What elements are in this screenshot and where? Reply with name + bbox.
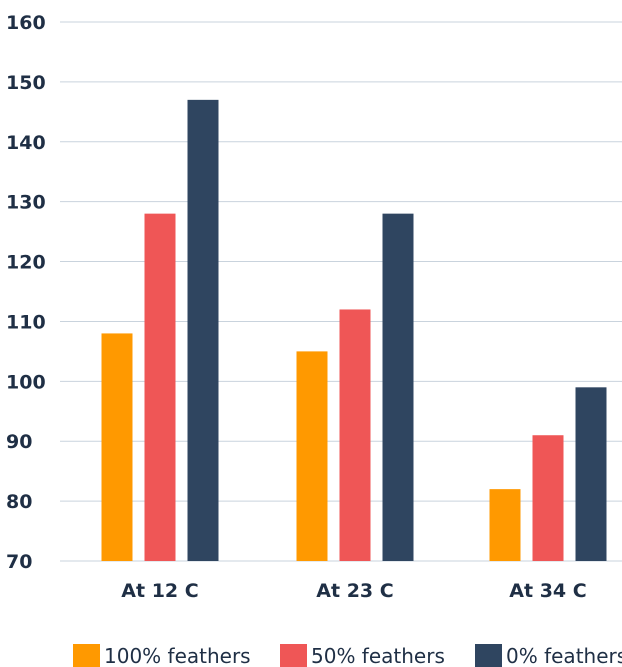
y-tick-label: 80	[6, 491, 32, 513]
bar-2-3	[532, 435, 564, 561]
x-axis-categories: At 12 C At 23 C At 34 C	[121, 580, 586, 602]
x-category-label: At 12 C	[121, 580, 198, 602]
y-tick-label: 120	[6, 252, 46, 274]
y-tick-label: 140	[6, 132, 46, 154]
bar-3-2	[382, 213, 414, 561]
y-tick-label: 70	[6, 551, 32, 573]
legend: 100% feathers 50% feathers 0% feathers	[73, 644, 622, 667]
bar-3-1	[187, 99, 219, 561]
bar-3-3	[575, 387, 607, 561]
legend-swatch	[475, 644, 502, 667]
y-tick-label: 90	[6, 431, 32, 453]
bar-1-3	[489, 489, 521, 561]
y-tick-label: 110	[6, 311, 46, 333]
bar-2-1	[144, 213, 176, 561]
bar-1-1	[101, 333, 133, 561]
bar-2-2	[339, 309, 371, 561]
legend-label: 50% feathers	[311, 644, 445, 667]
legend-swatch	[73, 644, 100, 667]
legend-label: 100% feathers	[104, 644, 251, 667]
y-tick-label: 160	[6, 12, 46, 34]
y-tick-label: 130	[6, 192, 46, 214]
y-tick-label: 150	[6, 72, 46, 94]
y-tick-label: 100	[6, 371, 46, 393]
x-category-label: At 23 C	[316, 580, 393, 602]
legend-swatch	[280, 644, 307, 667]
bars	[101, 99, 607, 561]
x-category-label: At 34 C	[509, 580, 586, 602]
y-axis-ticks: 70 80 90 100 110 120 130 140 150 160	[6, 12, 46, 573]
bar-1-2	[296, 351, 328, 561]
legend-label: 0% feathers	[506, 644, 622, 667]
